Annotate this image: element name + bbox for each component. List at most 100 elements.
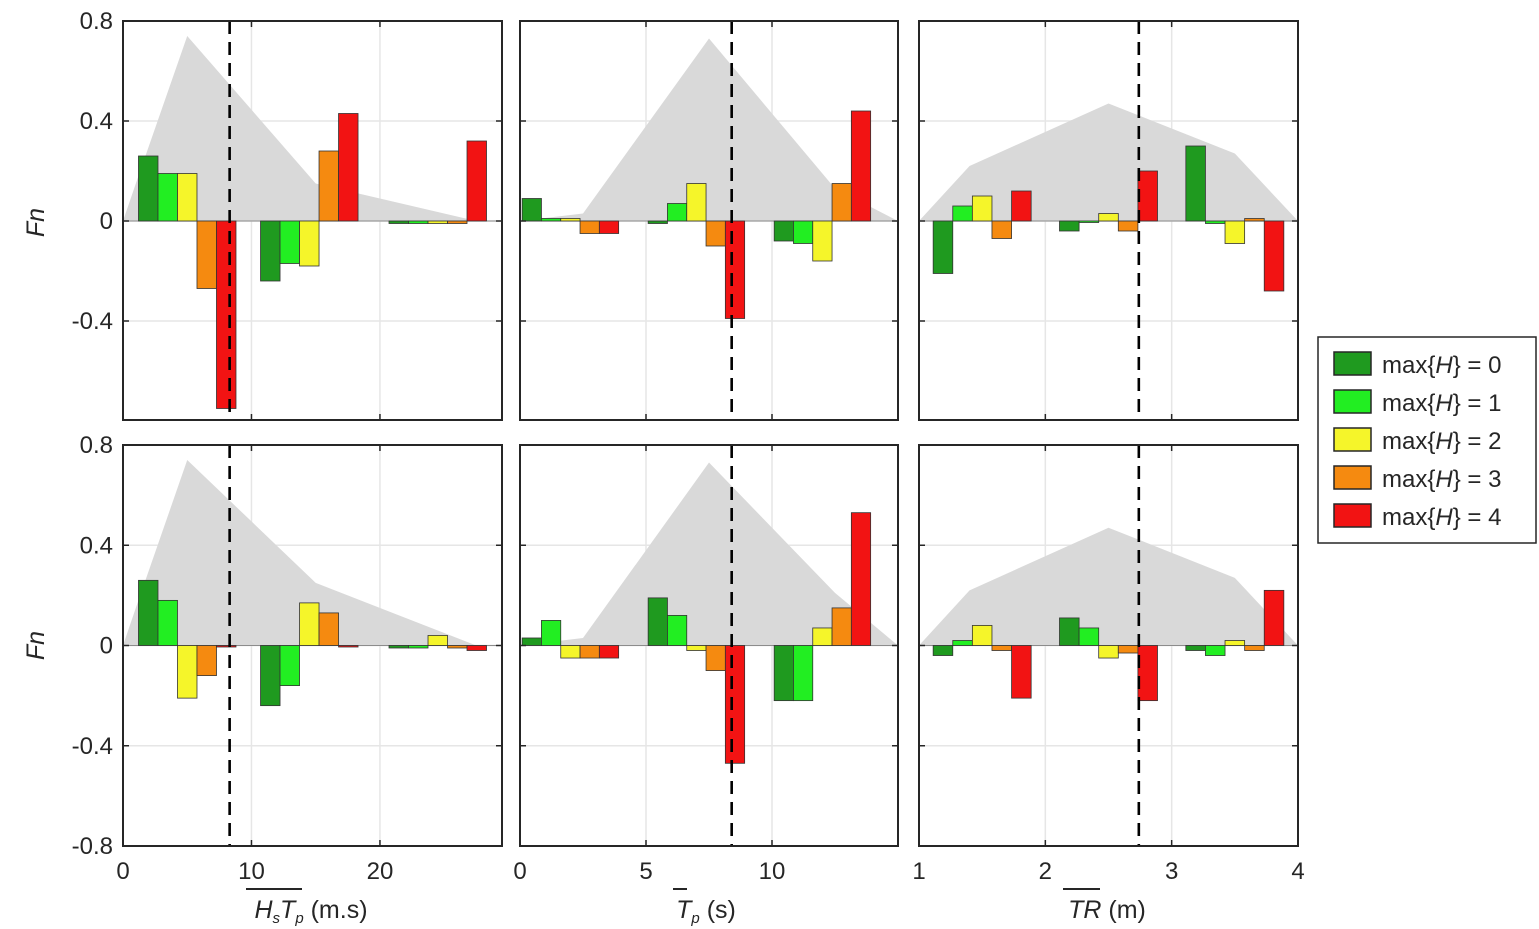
bar <box>1205 645 1226 656</box>
bar <box>971 195 993 222</box>
panel-bottom-middle: 0 5 10 <box>513 444 899 885</box>
ytick-label: 0.8 <box>80 432 113 459</box>
bar <box>686 645 707 651</box>
bar <box>408 220 429 224</box>
bar <box>560 218 581 222</box>
xlabel-tp: Tp (s) <box>676 896 736 927</box>
xtick-label: 5 <box>639 858 652 885</box>
bar <box>1117 220 1139 232</box>
bar <box>216 645 237 648</box>
bar <box>667 615 688 646</box>
ytick-label: 0.8 <box>80 8 113 35</box>
bar <box>318 150 339 222</box>
xtick-label: 10 <box>759 858 786 885</box>
bar <box>850 512 872 646</box>
bar <box>1011 645 1032 699</box>
bar <box>1205 220 1226 224</box>
bar <box>850 110 872 222</box>
xtick-label: 0 <box>513 858 526 885</box>
xtick-label: 4 <box>1291 858 1304 885</box>
bar <box>793 220 814 244</box>
legend-swatch <box>1333 503 1372 528</box>
bar <box>521 637 542 646</box>
bar <box>157 173 178 222</box>
bar <box>388 220 409 224</box>
bar <box>647 220 668 224</box>
bar <box>1137 645 1158 702</box>
bar <box>932 645 954 656</box>
bar <box>579 645 600 659</box>
bar <box>952 205 973 222</box>
bar <box>773 220 794 242</box>
bar <box>521 198 542 222</box>
panel-bottom-left: 0.8 0.4 0 -0.4 -0.8 Fn 0 10 20 <box>22 432 503 885</box>
bar <box>466 645 487 651</box>
bar <box>705 220 726 247</box>
histogram-area <box>919 527 1298 646</box>
bar <box>686 183 707 222</box>
bar <box>427 220 448 224</box>
xlabel-hs-tp: HsTp (m.s) <box>254 896 367 927</box>
ylabel: Fn <box>22 631 50 660</box>
bar <box>932 220 954 274</box>
legend-swatch <box>1333 465 1372 490</box>
panel-top-middle <box>519 20 899 421</box>
bar <box>705 645 726 671</box>
bar <box>991 645 1012 651</box>
legend-swatch <box>1333 427 1372 452</box>
bar <box>724 220 746 319</box>
bar <box>447 220 468 224</box>
bar <box>1224 220 1246 244</box>
bar <box>216 220 237 409</box>
bar <box>1059 220 1080 232</box>
bar <box>647 597 668 646</box>
bar <box>560 645 581 659</box>
legend-label: max{H} = 4 <box>1382 504 1501 531</box>
bar <box>1098 213 1119 222</box>
bar <box>812 627 833 646</box>
bar <box>338 645 359 648</box>
xlabel-tr: TR (m) <box>1068 896 1146 924</box>
bar <box>408 645 429 649</box>
bar <box>812 220 833 262</box>
bar <box>138 579 159 646</box>
ytick-label: -0.4 <box>72 733 113 760</box>
bar <box>1263 220 1285 292</box>
xtick-label: 2 <box>1039 858 1052 885</box>
bar <box>318 612 339 646</box>
bar <box>1011 190 1032 222</box>
bar <box>279 220 300 264</box>
panel-bottom-right: 1 2 3 4 <box>912 444 1305 885</box>
bar <box>299 220 320 267</box>
bar <box>793 645 814 702</box>
ytick-label: -0.8 <box>72 833 113 860</box>
bar <box>724 645 746 764</box>
bar <box>260 220 281 282</box>
histogram-area <box>520 38 898 221</box>
legend-swatch <box>1333 351 1372 376</box>
xtick-label: 20 <box>367 858 394 885</box>
ytick-label: 0.4 <box>80 532 113 559</box>
bar <box>1185 145 1206 222</box>
legend-swatch <box>1333 389 1372 414</box>
bar <box>1224 640 1246 646</box>
bar <box>991 220 1012 239</box>
bar <box>579 220 600 234</box>
bar <box>1263 589 1285 646</box>
bar <box>279 645 300 686</box>
bar <box>1244 645 1265 651</box>
legend: max{H} = 0 max{H} = 1 max{H} = 2 max{H} = 3… <box>1317 336 1537 544</box>
bar <box>260 645 281 707</box>
ytick-label: 0 <box>100 633 113 660</box>
bar <box>177 173 198 222</box>
bar <box>138 155 159 222</box>
bar <box>773 645 794 702</box>
ytick-label: -0.4 <box>72 308 113 335</box>
histogram-area <box>520 462 898 646</box>
bar <box>157 599 178 646</box>
bar <box>541 218 562 222</box>
legend-label: max{H} = 0 <box>1382 352 1501 379</box>
legend-label: max{H} = 1 <box>1382 390 1501 417</box>
bar <box>667 203 688 222</box>
